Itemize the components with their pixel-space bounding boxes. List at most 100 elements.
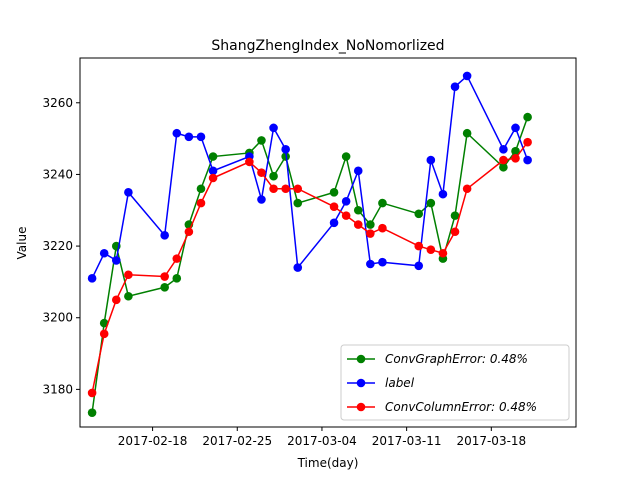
data-point-convgrapherror bbox=[523, 112, 532, 122]
legend-marker bbox=[356, 378, 366, 388]
legend-marker bbox=[356, 354, 366, 364]
data-point-convgrapherror bbox=[124, 291, 133, 301]
data-point-label bbox=[184, 132, 194, 142]
series-label bbox=[87, 71, 532, 283]
data-point-label bbox=[329, 218, 339, 228]
data-point-convgrapherror bbox=[196, 184, 206, 194]
data-point-convcolumnerror bbox=[184, 227, 194, 237]
data-point-label bbox=[511, 123, 520, 133]
data-point-convgrapherror bbox=[160, 282, 169, 292]
data-point-label bbox=[378, 257, 387, 267]
legend: ConvGraphError: 0.48% label ConvColumnErro… bbox=[340, 344, 570, 421]
data-point-label bbox=[438, 189, 448, 199]
legend-item-label: label bbox=[347, 376, 415, 390]
data-point-convcolumnerror bbox=[329, 202, 339, 211]
data-point-convgrapherror bbox=[257, 136, 266, 145]
data-point-convcolumnerror bbox=[245, 157, 254, 167]
x-axis: 2017-02-18 2017-02-25 2017-03-04 2017-03-11… bbox=[118, 427, 526, 448]
data-point-convcolumnerror bbox=[378, 223, 387, 233]
data-point-label bbox=[257, 195, 266, 204]
data-point-convgrapherror bbox=[462, 128, 472, 138]
data-point-label bbox=[111, 256, 121, 265]
data-point-label bbox=[87, 274, 97, 283]
y-tick-label: 3200 bbox=[42, 311, 73, 325]
data-point-label bbox=[160, 231, 169, 240]
data-point-convgrapherror bbox=[378, 198, 387, 208]
data-point-convcolumnerror bbox=[499, 155, 508, 165]
y-axis: 3180 3200 3220 3240 3260 bbox=[42, 96, 80, 396]
data-point-label bbox=[124, 188, 133, 197]
data-point-label bbox=[341, 197, 351, 206]
legend-label: ConvColumnError: 0.48% bbox=[385, 400, 537, 414]
x-tick-label: 2017-02-25 bbox=[202, 434, 272, 448]
data-point-convcolumnerror bbox=[366, 229, 375, 238]
data-point-convcolumnerror bbox=[87, 388, 97, 398]
data-point-convgrapherror bbox=[511, 146, 520, 156]
data-point-label bbox=[366, 259, 375, 269]
data-point-label bbox=[462, 71, 472, 81]
data-point-convcolumnerror bbox=[99, 329, 109, 339]
data-point-label bbox=[450, 82, 460, 91]
data-point-convgrapherror bbox=[414, 209, 424, 219]
x-tick-label: 2017-02-18 bbox=[118, 434, 188, 448]
data-point-label bbox=[208, 166, 218, 176]
data-point-convcolumnerror bbox=[269, 184, 278, 194]
data-point-label bbox=[293, 263, 303, 272]
data-point-label bbox=[353, 166, 363, 176]
data-point-convgrapherror bbox=[341, 152, 351, 161]
series-convcolumnerror bbox=[87, 137, 532, 398]
data-point-convcolumnerror bbox=[281, 184, 290, 194]
y-tick-label: 3240 bbox=[42, 167, 73, 181]
data-point-convgrapherror bbox=[366, 220, 375, 229]
data-point-convcolumnerror bbox=[124, 270, 133, 280]
data-point-convgrapherror bbox=[353, 205, 363, 215]
data-point-convgrapherror bbox=[87, 408, 97, 417]
series-layer bbox=[87, 71, 532, 417]
data-point-label bbox=[269, 123, 278, 133]
plot-frame bbox=[79, 57, 577, 428]
y-tick-label: 3180 bbox=[42, 382, 73, 396]
y-axis-label: Value bbox=[15, 227, 29, 260]
data-point-convgrapherror bbox=[499, 162, 508, 172]
data-point-convgrapherror bbox=[269, 171, 278, 181]
data-point-label bbox=[523, 155, 532, 165]
x-tick-label: 2017-03-18 bbox=[456, 434, 526, 448]
data-point-label bbox=[414, 261, 424, 271]
data-point-convcolumnerror bbox=[208, 173, 218, 183]
x-axis-label: Time(day) bbox=[297, 456, 359, 470]
y-tick-label: 3220 bbox=[42, 239, 73, 253]
data-point-convcolumnerror bbox=[511, 154, 520, 163]
data-point-convgrapherror bbox=[450, 211, 460, 220]
data-point-convcolumnerror bbox=[160, 272, 169, 281]
legend-marker bbox=[356, 402, 366, 412]
data-point-convgrapherror bbox=[208, 152, 218, 161]
data-point-convcolumnerror bbox=[172, 254, 182, 263]
y-tick-label: 3260 bbox=[42, 96, 73, 110]
data-point-convgrapherror bbox=[172, 274, 182, 283]
data-point-convcolumnerror bbox=[438, 248, 448, 258]
data-point-convcolumnerror bbox=[462, 184, 472, 194]
chart-title: ShangZhengIndex_NoNomorlized bbox=[211, 38, 444, 54]
data-point-convcolumnerror bbox=[523, 137, 532, 147]
data-point-label bbox=[172, 128, 182, 138]
data-point-convgrapherror bbox=[99, 318, 109, 328]
data-point-convgrapherror bbox=[293, 198, 303, 208]
data-point-convgrapherror bbox=[426, 198, 436, 208]
data-point-label bbox=[426, 155, 436, 165]
data-point-convgrapherror bbox=[329, 188, 339, 197]
data-point-convcolumnerror bbox=[450, 227, 460, 237]
data-point-convcolumnerror bbox=[257, 168, 266, 177]
x-tick-label: 2017-03-11 bbox=[372, 434, 442, 448]
data-point-label bbox=[99, 248, 109, 258]
data-point-convcolumnerror bbox=[111, 295, 121, 305]
legend-label: label bbox=[385, 376, 415, 390]
x-tick-label: 2017-03-04 bbox=[287, 434, 357, 448]
legend-item-convgrapherror: ConvGraphError: 0.48% bbox=[347, 352, 528, 366]
data-point-convcolumnerror bbox=[353, 220, 363, 229]
data-point-convcolumnerror bbox=[341, 211, 351, 220]
legend-box bbox=[340, 344, 570, 421]
data-point-label bbox=[499, 145, 508, 154]
series-convgrapherror bbox=[87, 112, 532, 417]
legend-label: ConvGraphError: 0.48% bbox=[385, 352, 528, 366]
